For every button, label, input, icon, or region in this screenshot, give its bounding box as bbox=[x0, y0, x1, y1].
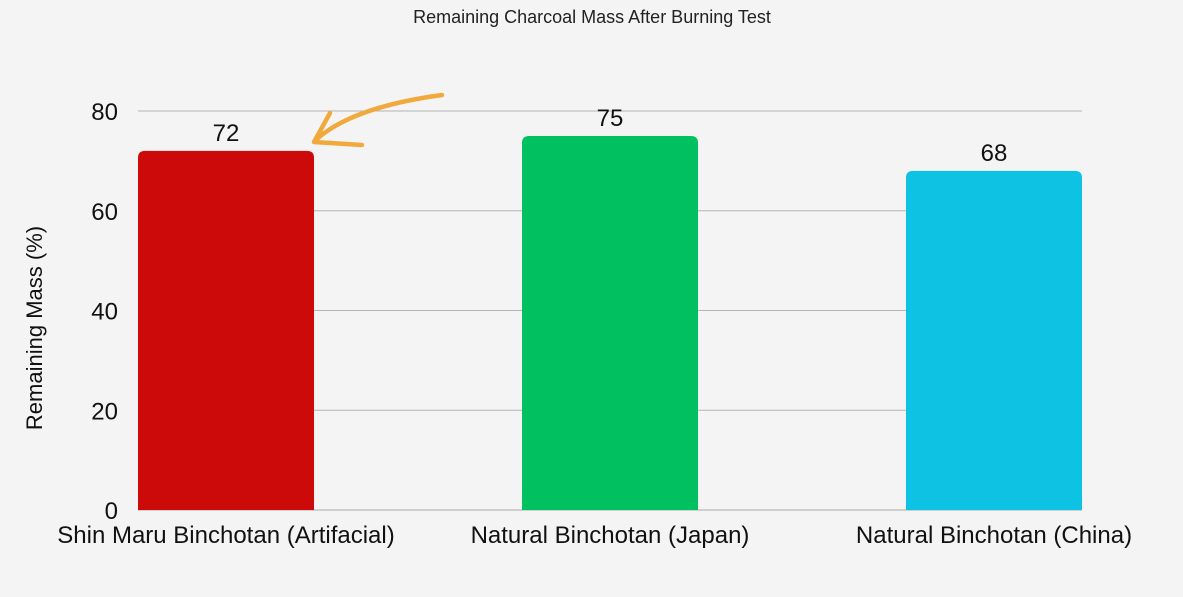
y-tick-label: 40 bbox=[91, 299, 118, 326]
annotation-arrow bbox=[315, 92, 445, 141]
bars bbox=[138, 135, 1082, 510]
data-labels: 72 75 68 bbox=[213, 105, 1008, 167]
x-category-label: Natural Binchotan (Japan) bbox=[471, 522, 750, 549]
bar bbox=[138, 150, 314, 510]
y-tick-label: 0 bbox=[105, 498, 118, 525]
y-axis-label: Remaining Mass (%) bbox=[22, 226, 47, 430]
annotation-arrowhead bbox=[311, 110, 365, 148]
data-label: 75 bbox=[597, 105, 624, 132]
x-category-label: Natural Binchotan (China) bbox=[856, 522, 1132, 549]
bar bbox=[906, 170, 1082, 510]
x-category-label: Shin Maru Binchotan (Artifacial) bbox=[57, 522, 394, 549]
bar bbox=[522, 135, 698, 510]
chart-title: Remaining Charcoal Mass After Burning Te… bbox=[413, 7, 771, 27]
y-axis-ticks: 0 20 40 60 80 bbox=[91, 99, 118, 525]
x-axis-categories: Shin Maru Binchotan (Artifacial) Natural … bbox=[57, 522, 1132, 549]
y-tick-label: 20 bbox=[91, 398, 118, 425]
y-tick-label: 60 bbox=[91, 199, 118, 226]
data-label: 68 bbox=[981, 140, 1008, 167]
data-label: 72 bbox=[213, 120, 240, 147]
y-tick-label: 80 bbox=[91, 99, 118, 126]
